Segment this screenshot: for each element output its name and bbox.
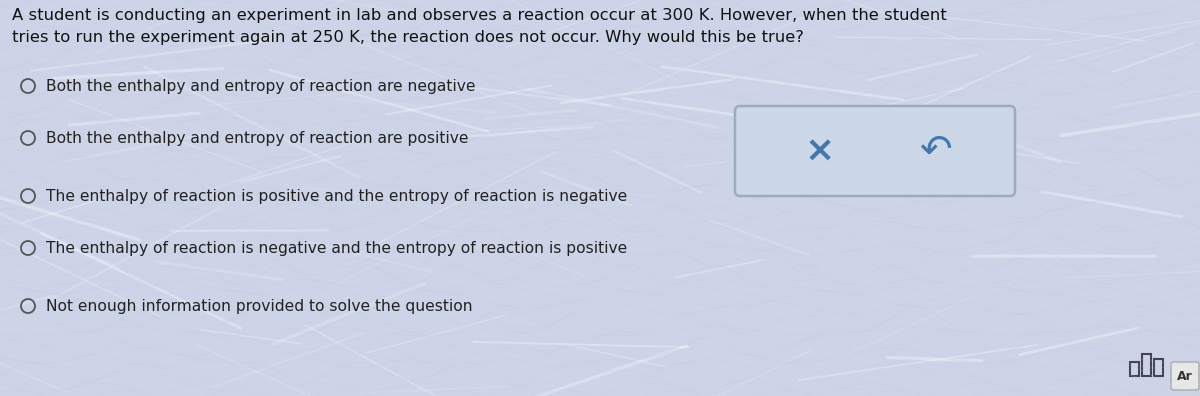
Text: Both the enthalpy and entropy of reaction are positive: Both the enthalpy and entropy of reactio… (46, 131, 468, 145)
Text: The enthalpy of reaction is negative and the entropy of reaction is positive: The enthalpy of reaction is negative and… (46, 240, 628, 255)
Text: Ar: Ar (1177, 369, 1193, 383)
FancyBboxPatch shape (1171, 362, 1199, 390)
Text: The enthalpy of reaction is positive and the entropy of reaction is negative: The enthalpy of reaction is positive and… (46, 188, 628, 204)
Bar (1130, 362, 1139, 376)
Text: ×: × (805, 134, 835, 168)
Text: Both the enthalpy and entropy of reaction are negative: Both the enthalpy and entropy of reactio… (46, 78, 475, 93)
Text: Not enough information provided to solve the question: Not enough information provided to solve… (46, 299, 473, 314)
Text: ↶: ↶ (919, 132, 952, 170)
Bar (1142, 354, 1151, 376)
FancyBboxPatch shape (734, 106, 1015, 196)
Text: A student is conducting an experiment in lab and observes a reaction occur at 30: A student is conducting an experiment in… (12, 8, 947, 45)
Bar (1154, 359, 1163, 376)
